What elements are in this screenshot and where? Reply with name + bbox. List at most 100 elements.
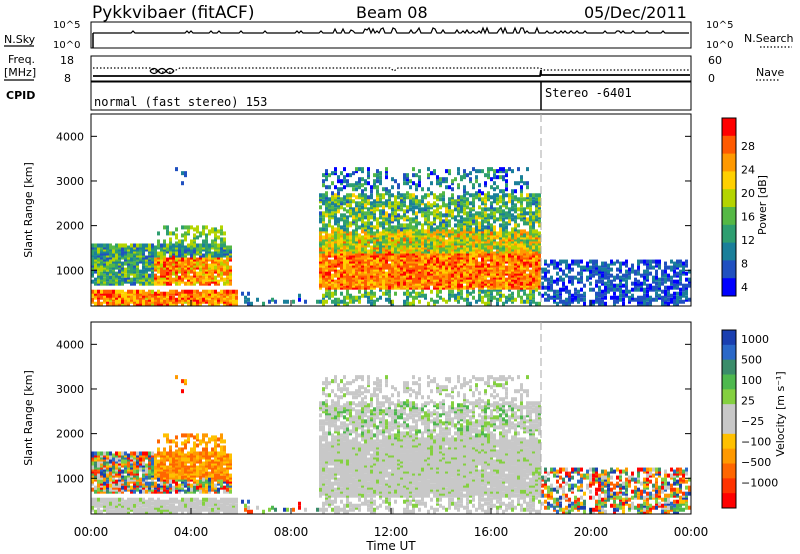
power-cell — [373, 273, 376, 278]
power-cell — [325, 239, 328, 244]
power-cell — [451, 279, 454, 284]
power-cell — [544, 291, 547, 296]
power-cell — [451, 215, 454, 220]
power-cell — [385, 265, 388, 270]
power-cell — [412, 243, 415, 248]
power-cell — [517, 229, 520, 234]
power-cell — [184, 293, 187, 298]
power-cell — [334, 273, 337, 278]
power-cell — [631, 263, 634, 268]
power-cell — [514, 237, 517, 242]
power-cell — [643, 281, 646, 286]
power-cell — [127, 291, 130, 296]
power-cell — [109, 253, 112, 258]
power-cell — [97, 261, 100, 266]
power-cell — [199, 301, 202, 306]
power-cell — [436, 285, 439, 290]
power-cell — [118, 263, 121, 268]
power-cell — [226, 267, 229, 272]
power-cell — [322, 301, 325, 306]
power-cell — [175, 261, 178, 266]
power-cell — [145, 259, 148, 264]
power-cell — [469, 221, 472, 226]
power-cell — [340, 243, 343, 248]
power-cell — [346, 261, 349, 266]
power-cell — [385, 279, 388, 284]
power-cell — [406, 275, 409, 280]
power-cell — [514, 235, 517, 240]
power-cell — [430, 171, 433, 176]
power-cell — [421, 213, 424, 218]
power-cell — [331, 201, 334, 206]
power-cell — [520, 285, 523, 290]
power-cell — [400, 231, 403, 236]
power-cell — [109, 259, 112, 264]
power-cell — [403, 211, 406, 216]
power-cell — [433, 261, 436, 266]
power-cell — [526, 239, 529, 244]
power-cell — [511, 261, 514, 266]
power-cell — [202, 299, 205, 304]
power-cell — [418, 259, 421, 264]
power-cell — [511, 169, 514, 174]
power-cell — [352, 237, 355, 242]
power-cell — [433, 245, 436, 250]
power-cell — [178, 243, 181, 248]
power-cell — [514, 253, 517, 258]
power-cell — [502, 279, 505, 284]
power-cell — [160, 257, 163, 262]
power-cell — [421, 241, 424, 246]
power-cell — [127, 255, 130, 260]
power-cell — [574, 291, 577, 296]
power-cell — [412, 251, 415, 256]
power-cell — [508, 257, 511, 262]
power-cell — [226, 265, 229, 270]
power-cell — [454, 247, 457, 252]
power-cell — [208, 271, 211, 276]
power-cell — [517, 269, 520, 274]
power-cell — [463, 271, 466, 276]
power-cell — [202, 297, 205, 302]
power-cell — [442, 243, 445, 248]
power-cell — [397, 249, 400, 254]
power-cell — [472, 273, 475, 278]
power-cell — [469, 291, 472, 296]
power-cell — [508, 281, 511, 286]
power-cell — [391, 271, 394, 276]
power-cell — [511, 279, 514, 284]
power-cell — [475, 211, 478, 216]
power-cell — [370, 237, 373, 242]
power-cell — [190, 281, 193, 286]
power-cell — [364, 269, 367, 274]
power-cell — [373, 183, 376, 188]
power-cell — [157, 265, 160, 270]
power-cell — [493, 271, 496, 276]
power-cell — [163, 245, 166, 250]
power-cell — [571, 259, 574, 264]
power-cell — [211, 265, 214, 270]
power-cell — [334, 289, 337, 294]
power-cell — [508, 271, 511, 276]
power-cell — [328, 235, 331, 240]
power-cell — [133, 289, 136, 294]
power-cell — [364, 231, 367, 236]
power-cell — [376, 207, 379, 212]
power-cell — [163, 267, 166, 272]
power-cell — [472, 269, 475, 274]
nsearch-label: N.Search — [744, 32, 794, 45]
power-cell — [361, 251, 364, 256]
power-cell — [418, 281, 421, 286]
power-cell — [421, 237, 424, 242]
power-cell — [427, 219, 430, 224]
power-cell — [523, 261, 526, 266]
power-cell — [127, 275, 130, 280]
power-cell — [499, 253, 502, 258]
power-cell — [400, 245, 403, 250]
power-cell — [208, 277, 211, 282]
power-cell — [457, 171, 460, 176]
power-cell — [418, 199, 421, 204]
power-cell — [403, 225, 406, 230]
power-cell — [349, 281, 352, 286]
power-cell — [346, 301, 349, 306]
power-cell — [547, 281, 550, 286]
